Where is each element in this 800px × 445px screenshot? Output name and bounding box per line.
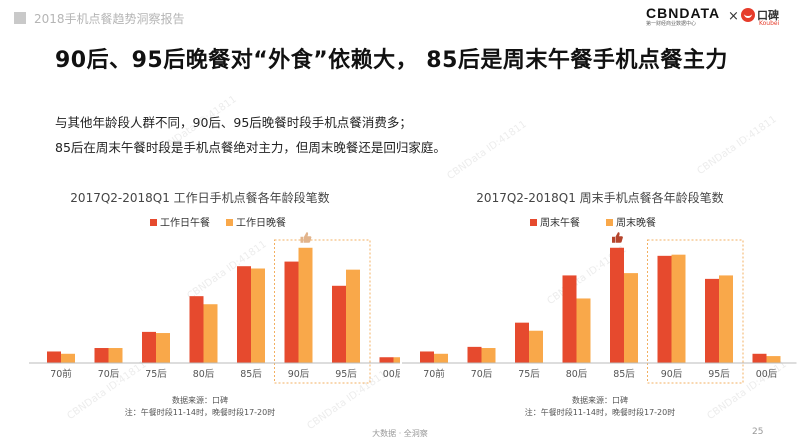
legend-swatch [530, 219, 537, 226]
bar-dinner [434, 353, 448, 363]
legend-swatch [150, 219, 157, 226]
slide-headline: 90后、95后晚餐对“外食”依赖大， 85后是周末午餐手机点餐主力 [55, 48, 728, 73]
bar-lunch [142, 331, 156, 363]
bar-dinner [346, 269, 360, 363]
x-tick-label: 95后 [708, 369, 730, 380]
bar-dinner [108, 348, 123, 363]
x-tick-label: 75后 [145, 369, 167, 380]
bar-dinner [576, 298, 591, 363]
bar-dinner [298, 247, 313, 363]
bar-lunch [284, 261, 299, 363]
x-tick-label: 70前 [50, 368, 72, 380]
bar-lunch [420, 351, 434, 363]
bar-lunch [515, 322, 529, 363]
x-tick-label: 80后 [193, 369, 215, 380]
bar-lunch [94, 348, 109, 363]
legend-swatch [226, 219, 233, 226]
logo-separator: × [728, 9, 739, 24]
bar-lunch [332, 285, 346, 363]
x-tick-label: 75后 [518, 369, 540, 380]
x-tick-label: 85后 [240, 369, 262, 380]
bar-lunch [562, 275, 577, 363]
x-tick-label: 95后 [335, 369, 357, 380]
bar-dinner [61, 353, 75, 363]
bar-lunch [705, 278, 719, 363]
x-tick-label: 85后 [613, 369, 635, 380]
watermark: CBNData ID:41811 [445, 118, 529, 183]
bar-dinner [203, 304, 218, 363]
legend-label: 周末晚餐 [616, 216, 656, 229]
bar-dinner [624, 273, 638, 363]
thumbs-up-hand [304, 232, 312, 243]
bar-dinner [671, 254, 686, 363]
cbndata-logo-text: CBNDATA [646, 5, 721, 21]
chart-title: 2017Q2-2018Q1 工作日手机点餐各年龄段笔数 [70, 190, 329, 205]
chart-title: 2017Q2-2018Q1 周末手机点餐各年龄段笔数 [476, 190, 723, 205]
koubei-smile-icon [741, 8, 755, 22]
bar-dinner [251, 268, 265, 363]
slide-description: 与其他年龄段人群不同，90后、95后晚餐时段手机点餐消费多； 85后在周末午餐时… [55, 110, 446, 160]
header-square [14, 12, 26, 24]
chart-note: 注：午餐时段11-14时，晚餐时段17-20时 [125, 407, 276, 417]
x-tick-label: 90后 [661, 369, 683, 380]
bar-lunch [610, 247, 624, 363]
x-tick-label: 70后 [471, 369, 493, 380]
highlight-box [274, 239, 371, 384]
thumbs-up-cuff [612, 236, 615, 243]
watermark: CBNData ID:41811 [695, 113, 779, 178]
bar-lunch [657, 255, 672, 363]
x-tick-label: 90后 [288, 369, 310, 380]
bar-dinner [529, 330, 543, 363]
bar-dinner [156, 333, 170, 363]
x-tick-label: 00后 [756, 369, 778, 380]
description-line-2: 85后在周末午餐时段是手机点餐绝对主力，但周末晚餐还是回归家庭。 [55, 140, 446, 155]
bar-lunch [379, 357, 394, 363]
chart-note: 注：午餐时段11-14时，晚餐时段17-20时 [525, 407, 676, 417]
thumbs-up-icon [300, 232, 312, 243]
legend-swatch [606, 219, 613, 226]
bar-dinner [393, 357, 400, 363]
cbndata-logo-subtitle: 第一财经商业数据中心 [646, 21, 697, 27]
thumbs-up-hand [615, 232, 623, 243]
cbndata-logo: CBNDATA 第一财经商业数据中心 [646, 6, 724, 28]
koubei-logo-subtitle: Koubei [759, 20, 780, 27]
x-tick-label: 70前 [423, 368, 445, 380]
x-tick-label: 70后 [98, 369, 120, 380]
report-title: 2018手机点餐趋势洞察报告 [34, 12, 185, 26]
legend-label: 周末午餐 [540, 216, 580, 229]
bar-lunch [752, 353, 767, 363]
bar-lunch [467, 346, 482, 363]
highlight-box [647, 239, 744, 384]
page-number: 25 [752, 427, 764, 437]
bar-dinner [481, 348, 496, 363]
description-line-1: 与其他年龄段人群不同，90后、95后晚餐时段手机点餐消费多； [55, 115, 412, 130]
footer-slogan: 大数据 · 全洞察 [372, 429, 428, 438]
bar-dinner [766, 356, 781, 363]
thumbs-up-cuff [300, 236, 304, 243]
bar-lunch [237, 266, 251, 363]
thumbs-up-icon [612, 232, 623, 243]
bar-dinner [719, 275, 733, 363]
x-tick-label: 80后 [566, 369, 588, 380]
legend-label: 工作日晚餐 [236, 216, 286, 229]
koubei-logo-text: 口碑 [757, 9, 779, 22]
x-tick-label: 00后 [383, 369, 400, 380]
chart-source: 数据来源：口碑 [172, 395, 228, 405]
legend-label: 工作日午餐 [160, 216, 210, 229]
chart-source: 数据来源：口碑 [572, 395, 628, 405]
bar-lunch [47, 351, 61, 363]
bar-lunch [189, 296, 204, 363]
